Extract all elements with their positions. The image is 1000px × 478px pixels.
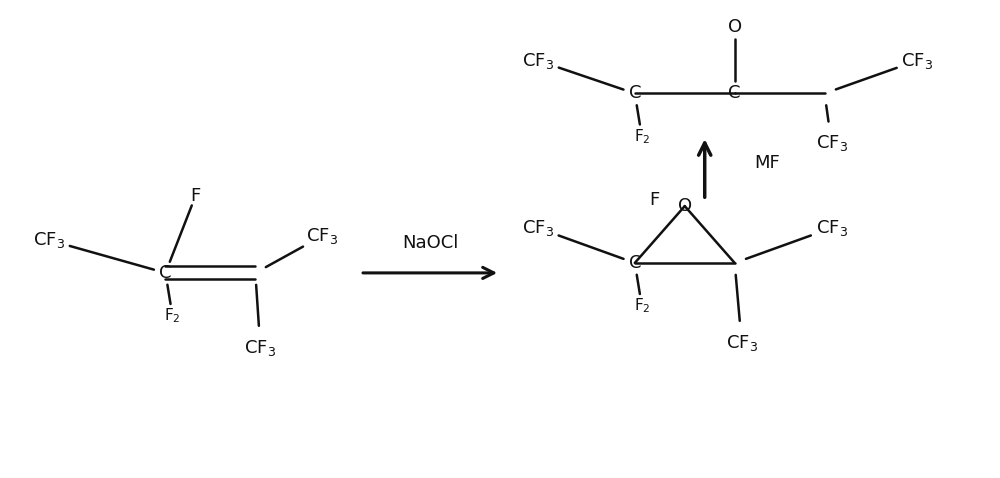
Text: C: C — [728, 85, 741, 102]
Text: CF$_3$: CF$_3$ — [726, 333, 758, 353]
Text: C: C — [629, 85, 641, 102]
Text: MF: MF — [755, 154, 780, 172]
Text: CF$_3$: CF$_3$ — [816, 218, 848, 238]
Text: F$_2$: F$_2$ — [634, 296, 650, 315]
Text: F$_2$: F$_2$ — [164, 306, 181, 325]
Text: CF$_3$: CF$_3$ — [816, 133, 848, 153]
Text: O: O — [678, 197, 692, 215]
Text: CF$_3$: CF$_3$ — [522, 218, 554, 238]
Text: CF$_3$: CF$_3$ — [901, 51, 933, 71]
Text: F: F — [190, 187, 201, 205]
Text: NaOCl: NaOCl — [402, 234, 458, 252]
Text: CF$_3$: CF$_3$ — [522, 51, 554, 71]
Text: F$_2$: F$_2$ — [634, 127, 650, 146]
Text: C: C — [159, 264, 172, 282]
Text: CF$_3$: CF$_3$ — [306, 226, 338, 246]
Text: CF$_3$: CF$_3$ — [33, 230, 65, 250]
Text: F: F — [650, 191, 660, 209]
Text: CF$_3$: CF$_3$ — [244, 337, 276, 358]
Text: C: C — [629, 254, 641, 272]
Text: O: O — [728, 18, 742, 36]
